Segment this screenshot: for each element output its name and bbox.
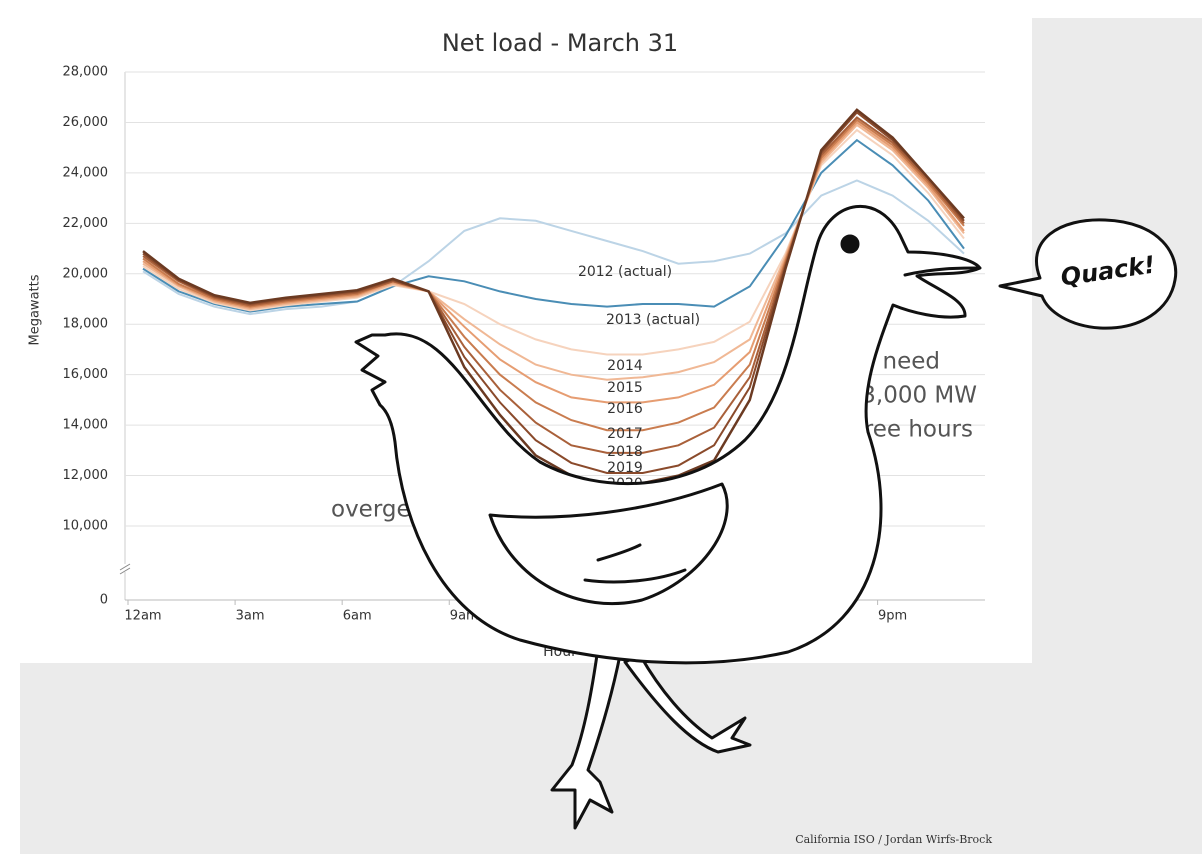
axis-break-gap	[119, 564, 131, 572]
series-label: 2013 (actual)	[606, 312, 700, 328]
x-tick-label: 6am	[343, 609, 372, 624]
y-tick-label: 14,000	[63, 418, 109, 433]
series-line	[142, 116, 965, 454]
series-label: 2019	[607, 460, 643, 476]
y-tick-label: 18,000	[63, 317, 109, 332]
series-line	[142, 179, 965, 316]
y-tick-label: 26,000	[63, 115, 109, 130]
credit: California ISO / Jordan Wirfs-Brock	[795, 833, 992, 846]
series-label: 2015	[607, 380, 643, 396]
series-line	[142, 128, 965, 356]
series-line	[142, 121, 965, 404]
y-tick-label: 22,000	[63, 216, 109, 231]
series-label: 2014	[607, 358, 643, 374]
duck-feather	[583, 543, 687, 584]
duck-leg	[623, 653, 752, 754]
x-tick-label: 3am	[236, 609, 265, 624]
duck-beak-line	[903, 266, 980, 277]
series-line	[142, 123, 965, 381]
y-tick-label: 12,000	[63, 468, 109, 483]
axis-break-mark	[119, 567, 131, 575]
series-line	[142, 108, 965, 487]
y-axis-label: Megawatts	[28, 274, 43, 345]
speech-bubble	[998, 218, 1178, 330]
chart-title: Net load - March 31	[442, 29, 678, 57]
y-tick-label: 24,000	[63, 165, 109, 180]
y-tick-label: 20,000	[63, 266, 109, 281]
series-line	[142, 111, 965, 474]
y-tick-label: 0	[100, 593, 108, 608]
x-tick-label: 9pm	[878, 609, 907, 624]
duck-eye	[840, 234, 860, 254]
y-tick-label: 16,000	[63, 367, 109, 382]
y-tick-label: 10,000	[63, 519, 109, 534]
duck-wing	[488, 482, 729, 605]
series-label: 2018	[607, 444, 643, 460]
axis-break-mark	[119, 563, 131, 571]
series-label: 2012 (actual)	[578, 264, 672, 280]
x-tick-label: 12am	[124, 609, 161, 624]
y-tick-label: 28,000	[63, 65, 109, 80]
series-line	[142, 118, 965, 432]
chart: Net load - March 31 Hour Megawatts 010,0…	[28, 29, 985, 660]
series-line	[142, 138, 965, 313]
duck-leg	[550, 646, 622, 830]
series-label: 2017	[607, 426, 643, 442]
duck-illustration	[354, 205, 1178, 830]
series-label: 2016	[607, 401, 643, 417]
